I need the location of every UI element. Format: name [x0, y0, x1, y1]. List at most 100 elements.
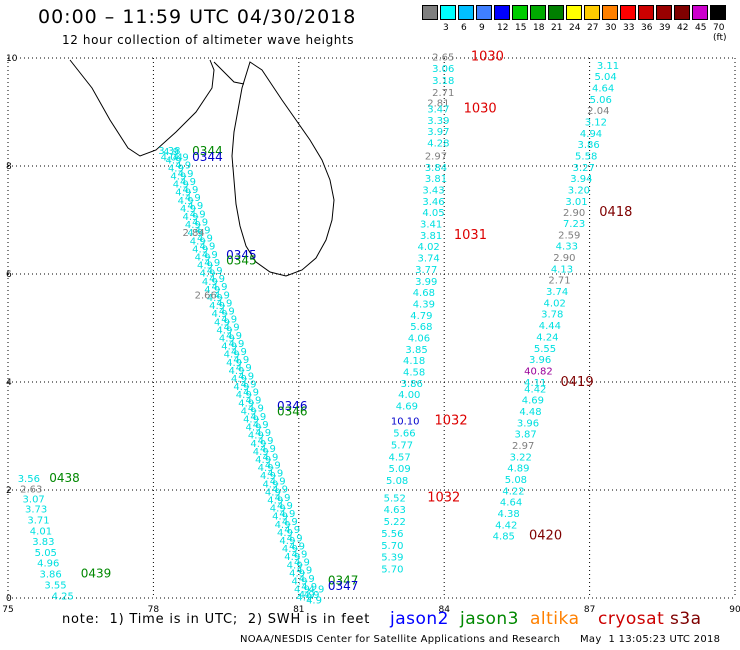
track-point: 4.9 — [185, 193, 201, 204]
track-point: 4.9 — [207, 266, 223, 277]
island-outline — [231, 61, 335, 277]
value-label: 1030 — [464, 102, 497, 117]
color-scale-label: 9 — [479, 23, 485, 33]
color-scale-label: 36 — [641, 23, 653, 33]
legend-jason2: jason2 — [390, 609, 449, 629]
value-label: 4.04 — [161, 153, 183, 164]
value-label: 4.85 — [493, 532, 515, 543]
value-label: 2.71 — [432, 88, 454, 99]
track-point: 4.9 — [265, 460, 281, 471]
track-point: 4.9 — [287, 560, 303, 571]
track-point: 4.9 — [306, 595, 322, 606]
track-point: 4.9 — [238, 371, 254, 382]
color-scale-label: 70 (ft) — [713, 23, 727, 43]
value-label: 2.90 — [553, 253, 575, 264]
x-tick-label: 75 — [2, 605, 13, 615]
track-point: 4.9 — [231, 347, 247, 358]
value-label: 5.04 — [594, 72, 616, 83]
y-tick-label: 6 — [6, 270, 12, 280]
value-label: 4.68 — [413, 288, 435, 299]
track-point: 4.9 — [192, 217, 208, 228]
value-label: 5.55 — [534, 344, 556, 355]
value-label: 2.65 — [432, 53, 454, 64]
track-point: 4.9 — [275, 493, 291, 504]
value-label: 4.79 — [410, 311, 432, 322]
value-label: 3.86 — [577, 140, 599, 151]
value-label: 1032 — [435, 414, 468, 429]
footer-note: note: 1) Time is in UTC; 2) SWH is in fe… — [62, 612, 371, 627]
color-scale-label: 39 — [659, 23, 671, 33]
track-point: 4.9 — [224, 323, 240, 334]
color-scale-label: 15 — [515, 23, 527, 33]
track-point: 4.9 — [272, 512, 288, 523]
track-point: 4.9 — [258, 463, 274, 474]
value-label: 3.85 — [405, 345, 427, 356]
track-point: 4.9 — [275, 520, 291, 531]
track-point: 4.9 — [182, 212, 198, 223]
value-label: 5.08 — [386, 476, 408, 487]
track-point: 4.9 — [233, 355, 249, 366]
value-label: 3.46 — [422, 197, 444, 208]
track-point: 4.9 — [294, 585, 310, 596]
value-label: 3.77 — [415, 265, 437, 276]
value-label: 3.41 — [420, 220, 442, 231]
value-label: 4.69 — [522, 396, 544, 407]
track-point: 4.9 — [250, 439, 266, 450]
value-label: 4.57 — [388, 452, 410, 463]
track-point: 4.9 — [255, 455, 271, 466]
track-point: 4.9 — [199, 269, 215, 280]
value-label: 0345 — [226, 253, 257, 267]
color-scale-swatch — [422, 5, 438, 20]
value-label: 3.81 — [425, 174, 447, 185]
track-point: 4.9 — [289, 541, 305, 552]
value-label: 4.11 — [524, 378, 546, 389]
value-label: 10.10 — [391, 417, 420, 428]
value-label: 5.52 — [384, 493, 406, 504]
track-point: 4.9 — [279, 509, 295, 520]
color-scale-swatch — [512, 5, 528, 20]
color-scale-swatch — [548, 5, 564, 20]
value-label: 2.04 — [587, 106, 609, 117]
track-point: 4.9 — [197, 261, 213, 272]
color-scale-swatch — [638, 5, 654, 20]
track-point: 4.9 — [175, 161, 191, 172]
color-scale-swatch — [584, 5, 600, 20]
value-label: 4.05 — [422, 208, 444, 219]
track-point: 4.9 — [292, 550, 308, 561]
chart-title: 00:00 – 11:59 UTC 04/30/2018 — [38, 6, 357, 28]
y-tick-label: 8 — [6, 162, 12, 172]
track-point: 4.9 — [173, 153, 189, 164]
track-point: 4.9 — [192, 244, 208, 255]
value-label: 2.84 — [182, 228, 204, 239]
value-label: 3.78 — [541, 310, 563, 321]
value-label: 3.94 — [570, 174, 592, 185]
track-point: 4.9 — [190, 236, 206, 247]
value-label: 4.58 — [403, 368, 425, 379]
color-scale-swatch — [602, 5, 618, 20]
track-point: 4.9 — [202, 250, 218, 261]
value-label: 4.24 — [536, 332, 558, 343]
value-label: 0438 — [49, 471, 80, 485]
track-point: 4.9 — [219, 307, 235, 318]
color-scale-label: 12 — [497, 23, 509, 33]
value-label: 0418 — [599, 205, 632, 220]
y-tick-label: 4 — [6, 378, 12, 388]
value-label: 1031 — [454, 228, 487, 243]
value-label: 4.01 — [30, 526, 52, 537]
track-point: 4.9 — [216, 298, 232, 309]
value-label: 2.66 — [195, 290, 217, 301]
value-label: 5.56 — [381, 529, 403, 540]
x-tick-label: 90 — [729, 605, 740, 615]
value-label: 4.02 — [544, 298, 566, 309]
track-point: 4.9 — [166, 155, 182, 166]
value-label: 3.38 — [158, 146, 180, 157]
value-label: 4.18 — [403, 356, 425, 367]
value-label: 3.84 — [425, 163, 447, 174]
value-label: 2.97 — [425, 152, 447, 163]
track-point: 4.9 — [248, 404, 264, 415]
value-label: 4.64 — [500, 498, 522, 509]
track-point: 4.9 — [214, 290, 230, 301]
legend-altika: altika — [530, 609, 580, 629]
track-point: 4.9 — [185, 220, 201, 231]
